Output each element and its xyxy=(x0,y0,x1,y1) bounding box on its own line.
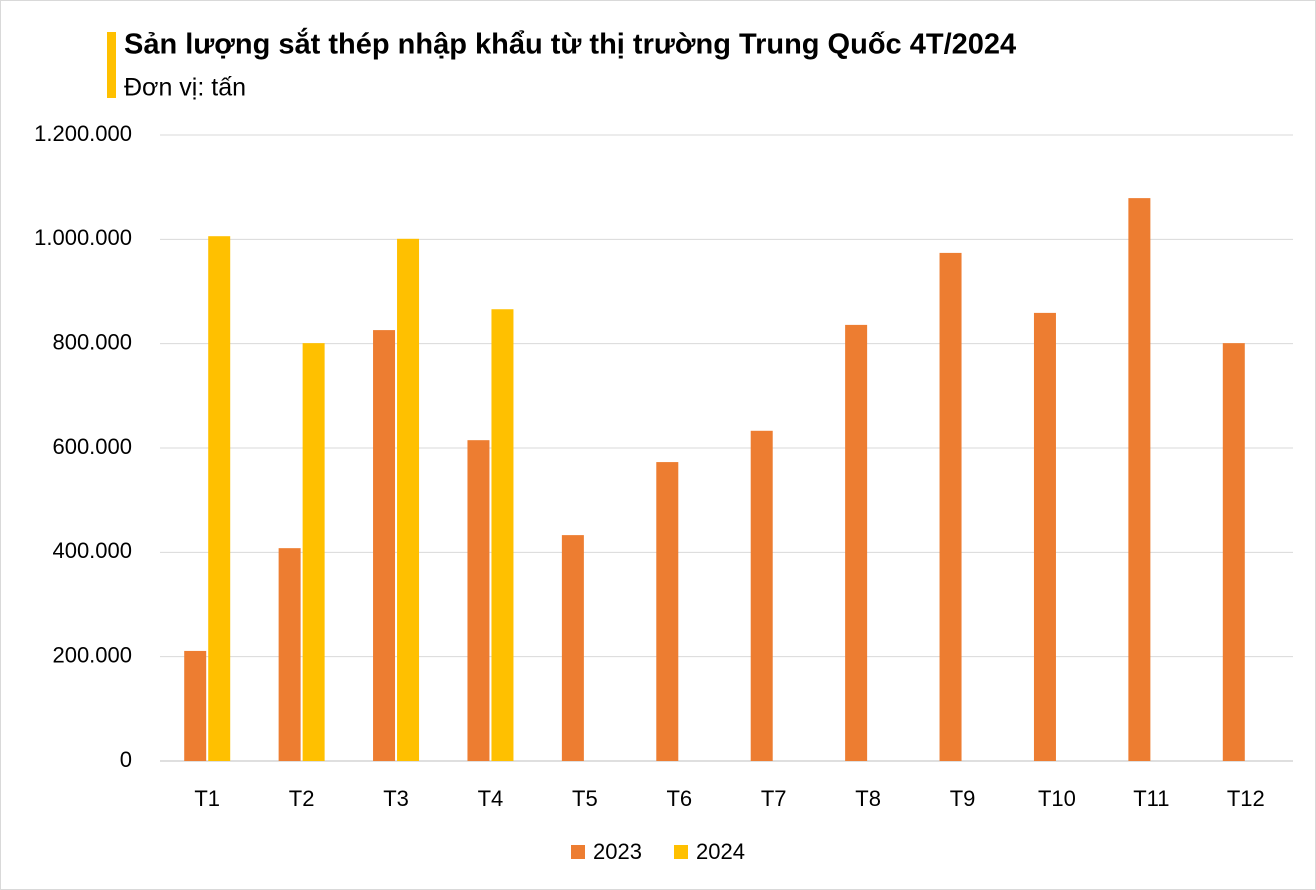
x-tick-label: T7 xyxy=(761,786,787,811)
y-tick-label: 1.000.000 xyxy=(34,225,132,250)
x-tick-label: T5 xyxy=(572,786,598,811)
bar xyxy=(302,343,325,761)
x-tick-label: T6 xyxy=(666,786,692,811)
bar xyxy=(373,330,396,761)
legend-label: 2024 xyxy=(696,839,745,864)
bar xyxy=(467,440,490,761)
y-tick-label: 1.200.000 xyxy=(34,121,132,146)
title-accent xyxy=(107,32,116,98)
y-tick-label: 800.000 xyxy=(52,329,132,354)
x-tick-label: T12 xyxy=(1227,786,1265,811)
bar xyxy=(845,324,868,761)
bar xyxy=(1128,198,1151,761)
x-tick-label: T4 xyxy=(478,786,504,811)
x-tick-label: T1 xyxy=(194,786,220,811)
x-tick-label: T10 xyxy=(1038,786,1076,811)
bar xyxy=(184,650,207,761)
chart-subtitle: Đơn vị: tấn xyxy=(124,74,246,102)
bar xyxy=(1033,312,1056,761)
x-tick-label: T9 xyxy=(950,786,976,811)
chart-title: Sản lượng sắt thép nhập khẩu từ thị trườ… xyxy=(124,27,1016,61)
bar xyxy=(1222,343,1245,761)
legend-swatch xyxy=(674,845,688,859)
bar xyxy=(750,430,773,761)
y-tick-label: 600.000 xyxy=(52,434,132,459)
bar xyxy=(491,309,514,761)
bar xyxy=(561,535,584,761)
x-tick-label: T8 xyxy=(855,786,881,811)
bar xyxy=(278,548,301,761)
bar xyxy=(208,236,231,761)
legend-label: 2023 xyxy=(593,839,642,864)
x-tick-label: T11 xyxy=(1133,786,1169,811)
y-tick-label: 400.000 xyxy=(52,538,132,563)
x-tick-label: T2 xyxy=(289,786,315,811)
y-tick-label: 0 xyxy=(120,747,132,772)
bar xyxy=(397,238,420,762)
bar xyxy=(939,252,962,761)
y-tick-label: 200.000 xyxy=(52,642,132,667)
bar xyxy=(656,462,679,761)
x-tick-label: T3 xyxy=(383,786,409,811)
legend-swatch xyxy=(571,845,585,859)
